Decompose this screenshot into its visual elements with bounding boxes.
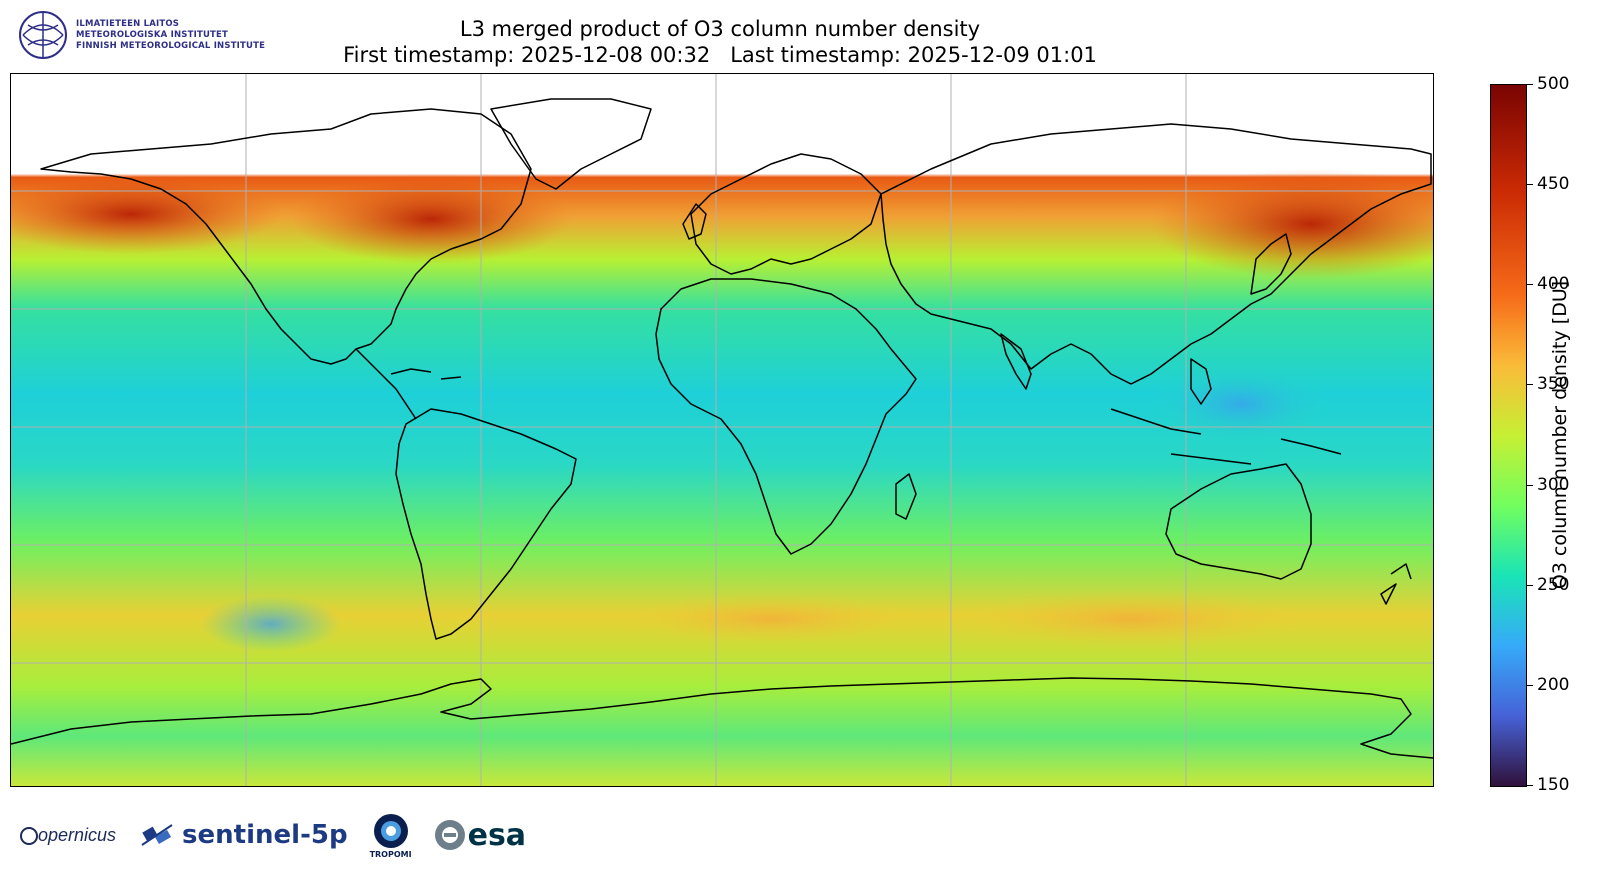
coast-philippines bbox=[1190, 358, 1212, 405]
coast-japan bbox=[1250, 233, 1292, 295]
institute-name: ILMATIETEEN LAITOS METEOROLOGISKA INSTIT… bbox=[76, 19, 265, 52]
title-line-1: L3 merged product of O3 column number de… bbox=[459, 17, 981, 41]
coast-central-america bbox=[355, 348, 417, 420]
copernicus-c-icon bbox=[20, 826, 38, 845]
coast-india bbox=[1000, 333, 1032, 390]
ozone-low-indonesia bbox=[1151, 364, 1331, 444]
colorbar-tick-mark bbox=[1527, 485, 1533, 486]
institute-name-sv: METEOROLOGISKA INSTITUTET bbox=[76, 29, 229, 40]
satellite-icon bbox=[141, 824, 173, 846]
coast-madagascar bbox=[895, 473, 917, 520]
colorbar-tick-label: 300 bbox=[1537, 475, 1570, 495]
ozone-low-pacific bbox=[201, 596, 341, 652]
colorbar-tick-label: 450 bbox=[1537, 174, 1570, 194]
ozone-high-south-atlantic bbox=[621, 593, 921, 645]
esa-logo-text: esa bbox=[467, 817, 527, 853]
coast-asia bbox=[880, 123, 1432, 385]
colorbar-tick-mark bbox=[1527, 284, 1533, 285]
esa-globe-icon bbox=[434, 820, 465, 850]
fmi-logo: ILMATIETEEN LAITOS METEOROLOGISKA INSTIT… bbox=[18, 10, 265, 60]
sentinel-logo: sentinel-5p bbox=[138, 815, 348, 855]
coast-south-america bbox=[395, 408, 577, 640]
institute-name-fi: ILMATIETEEN LAITOS bbox=[76, 18, 180, 29]
map-title: L3 merged product of O3 column number de… bbox=[330, 16, 1110, 68]
ozone-high-na bbox=[291, 174, 571, 264]
partner-logos: opernicus sentinel-5p TROPOMI esa bbox=[20, 805, 526, 865]
coast-africa bbox=[655, 278, 917, 555]
fmi-emblem-icon bbox=[19, 11, 67, 59]
colorbar-tick-label: 200 bbox=[1537, 675, 1570, 695]
map-panel[interactable] bbox=[10, 73, 1434, 787]
colorbar-tick-mark bbox=[1527, 585, 1533, 586]
colorbar bbox=[1490, 84, 1527, 787]
colorbar-tick-mark bbox=[1527, 84, 1533, 85]
colorbar-tick-mark bbox=[1527, 785, 1533, 786]
graticule bbox=[11, 74, 1433, 786]
colorbar-tick-mark bbox=[1527, 685, 1533, 686]
ozone-map bbox=[11, 74, 1433, 786]
coast-new-zealand bbox=[1380, 563, 1412, 605]
colorbar-tick-mark bbox=[1527, 384, 1533, 385]
colorbar-tick-label: 250 bbox=[1537, 575, 1570, 595]
colorbar-tick-label: 150 bbox=[1537, 775, 1570, 795]
copernicus-logo: opernicus bbox=[20, 825, 116, 846]
colorbar-title: O3 column number density [DU] bbox=[1549, 280, 1571, 590]
ozone-high-south-indian bbox=[951, 589, 1311, 649]
coast-australia bbox=[1165, 463, 1312, 580]
tropomi-logo-text: TROPOMI bbox=[369, 849, 412, 859]
ozone-high-asia bbox=[1151, 169, 1433, 279]
title-line-2: First timestamp: 2025-12-08 00:32 Last t… bbox=[343, 43, 1097, 67]
coast-north-america bbox=[40, 108, 532, 365]
coast-indonesia bbox=[1110, 408, 1342, 465]
coast-caribbean bbox=[390, 368, 462, 380]
colorbar-tick-mark bbox=[1527, 184, 1533, 185]
coast-greenland bbox=[490, 98, 652, 190]
tropomi-logo: TROPOMI bbox=[370, 812, 412, 859]
colorbar-tick-label: 400 bbox=[1537, 274, 1570, 294]
copernicus-logo-text: opernicus bbox=[38, 824, 117, 845]
colorbar-tick-label: 350 bbox=[1537, 374, 1570, 394]
institute-name-en: FINNISH METEOROLOGICAL INSTITUTE bbox=[76, 40, 266, 51]
coast-europe bbox=[690, 153, 882, 275]
coast-antarctica bbox=[11, 677, 1433, 759]
coastlines bbox=[11, 98, 1433, 759]
coast-uk bbox=[682, 203, 707, 240]
colorbar-tick-label: 500 bbox=[1537, 74, 1570, 94]
tropomi-eye-icon bbox=[373, 813, 408, 848]
sentinel-logo-text: sentinel-5p bbox=[182, 820, 348, 850]
esa-logo: esa bbox=[434, 818, 526, 853]
